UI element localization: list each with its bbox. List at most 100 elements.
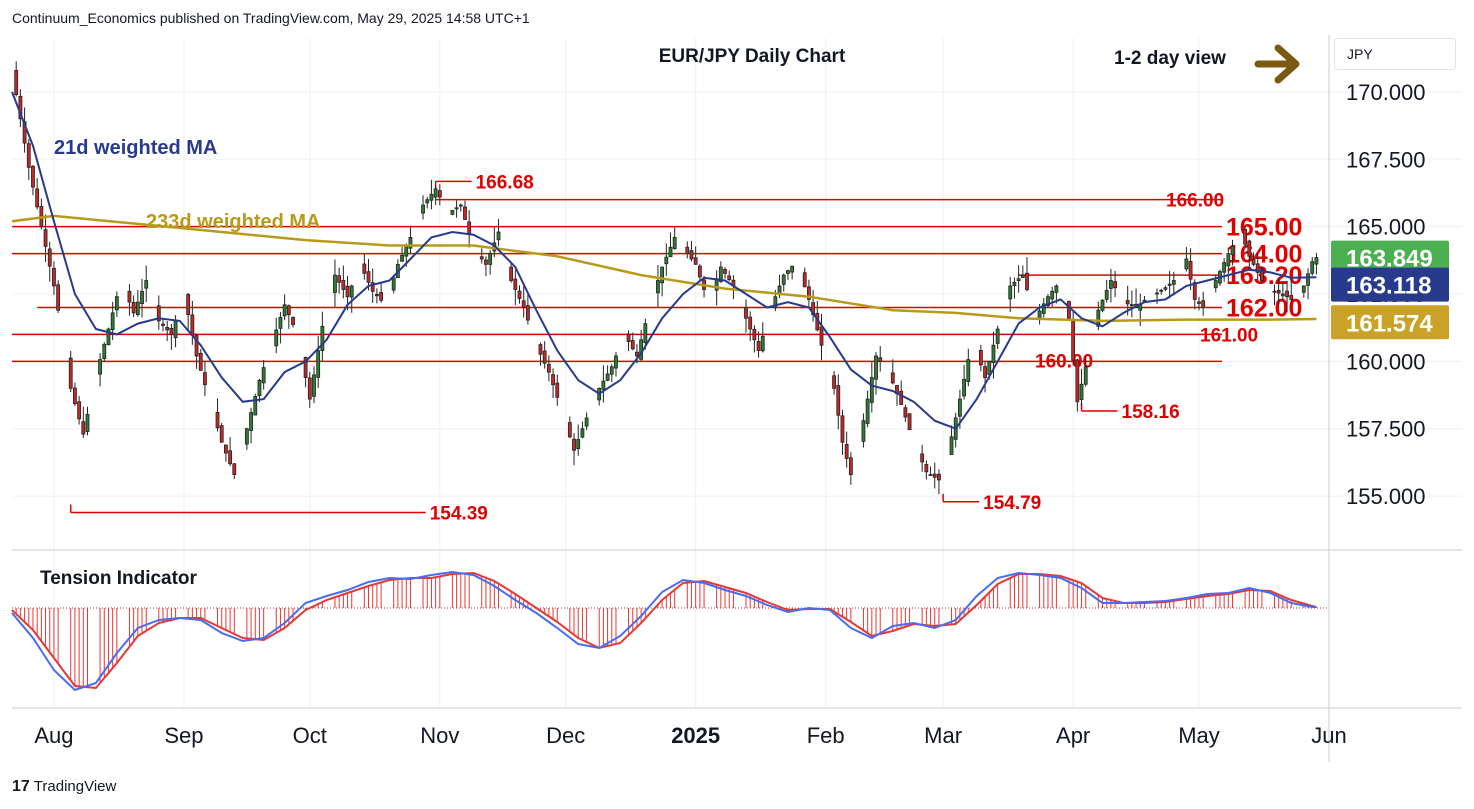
candle-up bbox=[786, 270, 790, 274]
tradingview-logo[interactable]: 17 TradingView bbox=[12, 778, 116, 796]
candle-down bbox=[546, 363, 551, 373]
candle-down bbox=[379, 292, 383, 301]
last-price-tag-bg bbox=[1331, 240, 1449, 275]
candle-up bbox=[282, 304, 287, 317]
candle-up bbox=[274, 329, 279, 347]
candle-up bbox=[1108, 280, 1113, 289]
candle-up bbox=[962, 378, 966, 397]
candle-down bbox=[1243, 229, 1248, 245]
candle-up bbox=[429, 193, 434, 201]
candle-up bbox=[1096, 309, 1101, 327]
candle-down bbox=[219, 425, 224, 443]
candle-down bbox=[1285, 290, 1289, 298]
candle-up bbox=[1226, 253, 1231, 267]
arrow-right-icon bbox=[1254, 44, 1300, 84]
candle-down bbox=[697, 265, 702, 278]
candle-up bbox=[643, 323, 648, 343]
candle-up bbox=[1184, 258, 1189, 270]
candle-down bbox=[484, 259, 488, 265]
x-tick-label: Oct bbox=[293, 723, 327, 748]
x-tick-label: Jun bbox=[1311, 723, 1346, 748]
candle-up bbox=[874, 355, 878, 380]
candle-up bbox=[1020, 274, 1025, 278]
candle-down bbox=[77, 401, 82, 420]
candle-down bbox=[937, 473, 941, 481]
candle-up bbox=[140, 290, 144, 305]
candle-down bbox=[802, 272, 807, 288]
candle-down bbox=[832, 375, 836, 389]
candle-down bbox=[899, 390, 904, 405]
candle-down bbox=[337, 275, 342, 283]
candle-up bbox=[278, 316, 283, 329]
x-tick-label: Dec bbox=[546, 723, 585, 748]
candle-up bbox=[1171, 280, 1176, 285]
candle-down bbox=[81, 421, 86, 435]
candle-up bbox=[718, 266, 723, 282]
candle-down bbox=[693, 257, 698, 265]
candle-down bbox=[983, 366, 987, 378]
candle-up bbox=[1016, 278, 1021, 282]
candle-up bbox=[995, 328, 1000, 344]
candle-up bbox=[1037, 310, 1042, 319]
candle-down bbox=[538, 344, 543, 355]
candle-down bbox=[1075, 359, 1080, 403]
candle-up bbox=[408, 237, 413, 249]
candle-up bbox=[987, 360, 992, 375]
candle-down bbox=[1192, 282, 1197, 300]
candle-up bbox=[861, 420, 866, 442]
candle-down bbox=[1276, 290, 1281, 294]
candle-down bbox=[1259, 269, 1264, 281]
candle-up bbox=[1050, 290, 1055, 300]
candle-up bbox=[773, 296, 778, 308]
candle-down bbox=[1025, 272, 1029, 290]
candle-down bbox=[727, 275, 732, 281]
candle-down bbox=[572, 438, 576, 451]
candle-down bbox=[1251, 258, 1256, 265]
candle-up bbox=[257, 379, 262, 396]
candle-down bbox=[341, 279, 346, 290]
candle-up bbox=[1306, 273, 1310, 286]
publisher-line: Continuum_Economics published on Trading… bbox=[12, 10, 530, 26]
candle-up bbox=[781, 274, 786, 285]
candle-down bbox=[1289, 295, 1294, 300]
candle-down bbox=[375, 293, 379, 297]
ma-233d-tag: 161.574 bbox=[1346, 310, 1433, 337]
candle-down bbox=[203, 372, 207, 386]
candle-down bbox=[1255, 263, 1260, 273]
candle-down bbox=[551, 374, 555, 386]
currency-selector[interactable]: JPY bbox=[1334, 38, 1456, 70]
candle-down bbox=[14, 70, 19, 95]
candle-up bbox=[333, 274, 337, 293]
candle-down bbox=[467, 221, 472, 235]
annotation-label: 154.39 bbox=[430, 504, 488, 525]
candle-down bbox=[752, 328, 757, 341]
candle-up bbox=[958, 398, 962, 417]
y-tick-label: 157.500 bbox=[1346, 417, 1426, 442]
annotation-label: 166.68 bbox=[476, 172, 534, 193]
candle-up bbox=[656, 280, 660, 294]
x-tick-label: May bbox=[1178, 723, 1220, 748]
candle-up bbox=[391, 277, 396, 291]
candle-down bbox=[907, 413, 912, 431]
candle-up bbox=[110, 312, 115, 331]
candle-down bbox=[509, 266, 514, 281]
candle-up bbox=[869, 377, 874, 403]
candle-up bbox=[1213, 280, 1218, 289]
candle-down bbox=[635, 351, 639, 357]
candle-down bbox=[68, 357, 73, 389]
candle-up bbox=[576, 439, 581, 449]
candle-up bbox=[668, 246, 673, 258]
y-tick-label: 170.000 bbox=[1346, 80, 1426, 105]
candle-down bbox=[744, 307, 748, 319]
tradingview-logo-mark: 17 bbox=[12, 778, 30, 795]
candle-down bbox=[1155, 292, 1159, 295]
candle-up bbox=[1314, 257, 1319, 265]
ma-21d-line bbox=[11, 91, 1317, 430]
level-label: 161.00 bbox=[1200, 325, 1258, 346]
candle-down bbox=[224, 444, 228, 454]
candle-up bbox=[580, 428, 585, 438]
candle-down bbox=[848, 457, 853, 475]
candle-down bbox=[1067, 301, 1071, 319]
candle-down bbox=[458, 204, 463, 207]
